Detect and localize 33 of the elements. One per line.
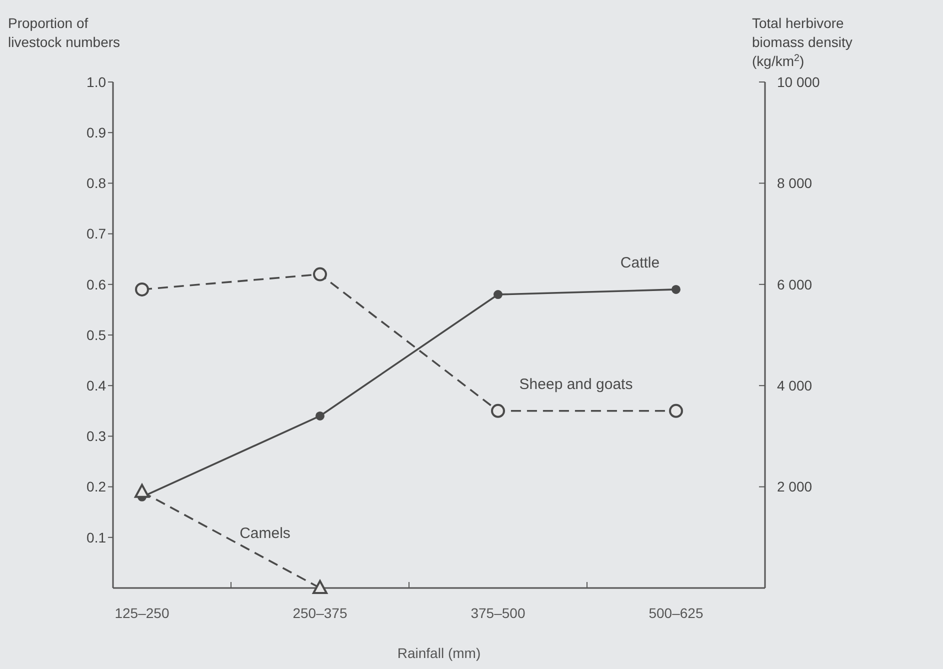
x-axis-title: Rainfall (mm) — [397, 645, 481, 661]
series-label: Sheep and goats — [519, 376, 633, 393]
y-tick-label: 0.4 — [86, 378, 106, 394]
y-tick-label: 0.6 — [86, 276, 106, 292]
y2-tick-label: 10 000 — [777, 74, 820, 90]
point — [494, 290, 502, 300]
point — [313, 267, 327, 282]
series-label: Cattle — [620, 254, 660, 272]
point — [312, 580, 328, 594]
y-tick-label: 0.8 — [86, 175, 106, 192]
y2-tick-label: 8 000 — [777, 175, 812, 192]
point — [669, 404, 683, 418]
y2-axis-title: Total herbivore biomass density (kg/km$^{2}$) — [752, 15, 852, 69]
y-tick-label: 1.0 — [86, 74, 106, 90]
y2-tick-label: 4 000 — [777, 378, 812, 394]
y-tick-label: 0.9 — [86, 124, 106, 140]
y-tick-label: 0.3 — [86, 428, 106, 444]
x-tick-label: 250–375 — [292, 605, 348, 621]
y-tick-label: 0.2 — [86, 478, 106, 495]
x-tick-label: 125–250 — [114, 605, 170, 621]
x-tick-label: 500–625 — [648, 605, 704, 621]
y2-tick-label: 2 000 — [777, 478, 812, 495]
point — [316, 411, 324, 420]
y-tick-label: 0.7 — [86, 226, 106, 242]
x-tick-label: 375–500 — [470, 605, 526, 621]
y2-tick-label: 6 000 — [777, 276, 812, 292]
point — [672, 284, 680, 294]
series-label: Camels — [240, 525, 290, 542]
y-tick-label: 0.5 — [86, 326, 106, 343]
point — [491, 404, 505, 418]
y-axis-title: Proportion of livestock numbers — [8, 15, 120, 50]
point — [135, 282, 149, 296]
y-tick-label: 0.1 — [86, 529, 106, 546]
